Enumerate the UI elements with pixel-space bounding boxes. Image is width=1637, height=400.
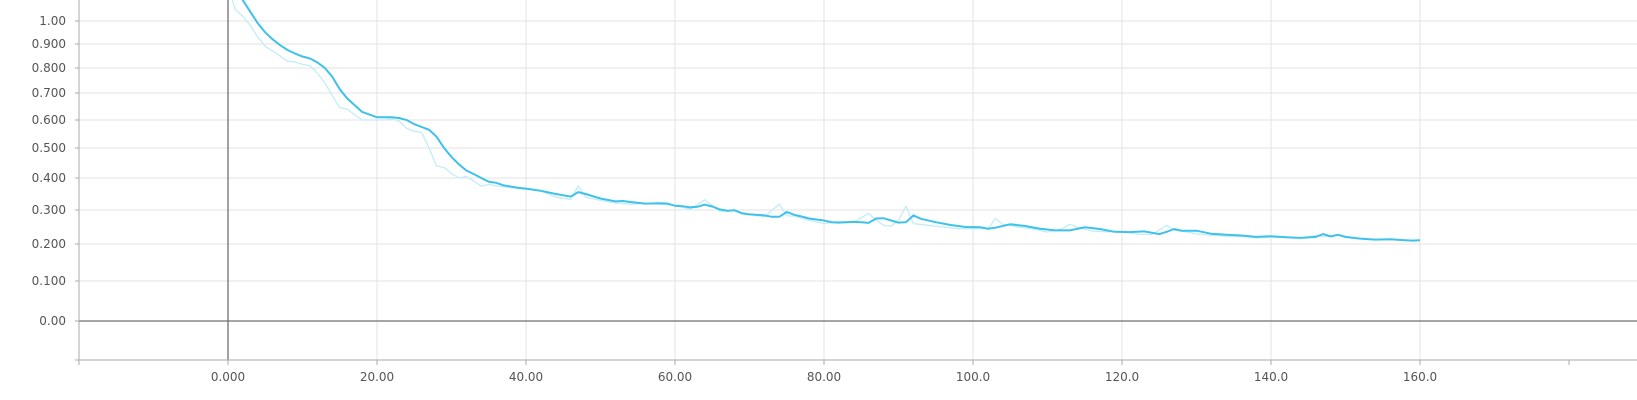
x-tick-label: 0.000	[211, 370, 245, 384]
x-tick-label: 120.0	[1105, 370, 1139, 384]
tick-labels: 0.00 0.100 0.200 0.300 0.400 0.500 0.600 0.700 0…	[32, 14, 1438, 384]
y-tick-label: 0.700	[32, 86, 66, 100]
y-tick-label: 0.500	[32, 141, 66, 155]
axes	[75, 0, 1637, 365]
series-smoothed-line	[241, 0, 1421, 242]
y-tick-label: 0.100	[32, 274, 66, 288]
x-tick-label: 80.00	[807, 370, 841, 384]
y-tick-label: 0.200	[32, 237, 66, 251]
y-tick-label: 0.00	[39, 314, 66, 328]
y-tick-label: 0.400	[32, 171, 66, 185]
y-tick-label: 0.300	[32, 203, 66, 217]
x-tick-label: 160.0	[1403, 370, 1437, 384]
x-tick-label: 60.00	[658, 370, 692, 384]
y-tick-label: 1.00	[39, 14, 66, 28]
grid	[79, 0, 1637, 360]
x-tick-label: 100.0	[956, 370, 990, 384]
y-tick-label: 0.900	[32, 37, 66, 51]
x-tick-label: 140.0	[1254, 370, 1288, 384]
y-tick-label: 0.600	[32, 113, 66, 127]
x-tick-label: 40.00	[509, 370, 543, 384]
x-tick-label: 20.00	[360, 370, 394, 384]
series-group	[231, 0, 1421, 242]
y-tick-label: 0.800	[32, 61, 66, 75]
